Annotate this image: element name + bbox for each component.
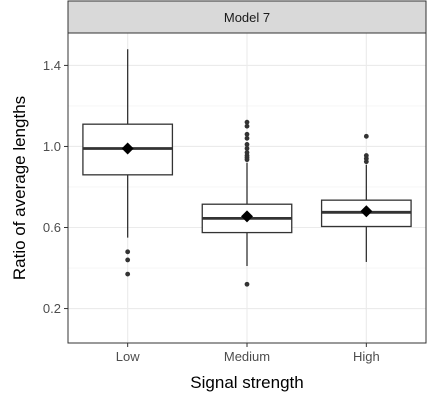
outlier-point	[244, 142, 250, 147]
outlier-point	[125, 257, 131, 263]
outlier-point	[244, 123, 250, 129]
outlier-point	[244, 281, 250, 287]
x-axis-title: Signal strength	[190, 373, 303, 392]
y-tick-label: 1.4	[43, 58, 61, 73]
box-group-low	[82, 49, 174, 277]
outlier-point	[244, 119, 250, 125]
box-group-medium	[201, 119, 293, 287]
mean-marker	[360, 205, 373, 218]
outlier-point	[363, 159, 369, 165]
mean-marker	[121, 142, 134, 155]
x-tick-label: High	[353, 349, 380, 364]
y-axis-title: Ratio of average lengths	[10, 96, 29, 280]
outlier-point	[244, 135, 250, 141]
outlier-point	[244, 131, 250, 137]
x-tick-label: Low	[116, 349, 140, 364]
outlier-point	[125, 249, 131, 255]
x-tick-label: Medium	[224, 349, 270, 364]
outlier-point	[244, 157, 250, 163]
axes: 0.2 0.6 1.0 1.4 Low Medium High	[43, 58, 380, 364]
y-tick-label: 1.0	[43, 139, 61, 154]
facet-strip	[67, 0, 427, 34]
y-tick-label: 0.6	[43, 220, 61, 235]
y-tick-label: 0.2	[43, 301, 61, 316]
mean-marker	[241, 210, 253, 223]
facet-label: Model 7	[224, 10, 270, 25]
box-group-high	[320, 133, 412, 262]
outlier-point	[125, 271, 131, 277]
box-layer	[82, 49, 412, 287]
outlier-point	[363, 133, 369, 139]
outlier-point	[244, 146, 250, 151]
